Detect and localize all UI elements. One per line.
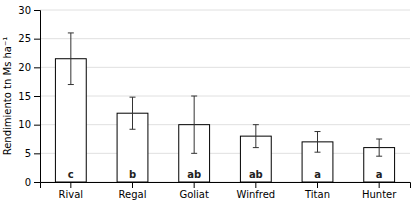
tick-mark [194, 182, 195, 188]
tick: 0 [25, 177, 40, 188]
tick-mark [34, 96, 40, 97]
tick-label: Winfred [236, 189, 275, 200]
grid-line [40, 124, 410, 125]
tick: Goliat [179, 182, 209, 200]
annotation: ab [249, 169, 263, 180]
tick-mark [34, 10, 40, 11]
tick-label: Hunter [362, 189, 397, 200]
tick: 15 [18, 91, 40, 102]
tick-label: Rival [59, 189, 84, 200]
tick: Rival [59, 182, 84, 200]
tick-mark [34, 125, 40, 126]
grid [40, 10, 410, 182]
error-bar [130, 97, 136, 129]
tick-label: 20 [18, 62, 31, 73]
tick-label: 15 [18, 91, 31, 102]
tick-label: 0 [25, 177, 31, 188]
tick: 30 [18, 5, 40, 16]
grid-line [40, 96, 410, 97]
grid-line [40, 10, 410, 11]
tick: 10 [18, 119, 40, 130]
y-axis: 0 5 10 15 20 25 30 [18, 5, 40, 188]
tick: 5 [25, 148, 40, 159]
annotation: b [129, 169, 136, 180]
x-axis: Rival Regal Goliat Winfred Titan Hunter [41, 182, 411, 200]
error-bar [191, 96, 197, 153]
annotation: a [314, 169, 321, 180]
annotation: a [376, 169, 383, 180]
tick-label: 10 [18, 119, 31, 130]
tick: Titan [304, 182, 330, 200]
annotation: ab [187, 169, 201, 180]
y-axis-title: Rendimiento tn Ms ha⁻¹ [2, 37, 13, 156]
tick-mark [317, 182, 318, 188]
tick-mark [255, 182, 256, 188]
tick-label: Titan [304, 189, 330, 200]
error-bar [376, 139, 382, 156]
grid-line [40, 67, 410, 68]
tick-mark [34, 153, 40, 154]
error-bar [253, 125, 259, 148]
tick: Winfred [236, 182, 275, 200]
annotation: c [68, 169, 74, 180]
tick: 25 [18, 33, 40, 44]
error-bar [315, 132, 321, 153]
tick-mark [379, 182, 380, 188]
tick-mark [34, 67, 40, 68]
grid-line [40, 38, 410, 39]
tick-mark [34, 182, 40, 183]
tick-mark [34, 39, 40, 40]
tick-mark [132, 182, 133, 188]
marks [55, 33, 394, 182]
tick-label: Goliat [179, 189, 209, 200]
annotations: c b ab ab a a [68, 169, 383, 180]
chart-svg: c b ab ab a a Rival Regal Goliat Winfred Titan Hunt… [0, 0, 420, 204]
tick-label: 25 [18, 33, 31, 44]
axis-line [34, 11, 41, 183]
tick: 20 [18, 62, 40, 73]
chart-container: c b ab ab a a Rival Regal Goliat Winfred Titan Hunt… [0, 0, 420, 204]
axis-line [41, 183, 411, 189]
tick-mark [70, 182, 71, 188]
grid-line [40, 153, 410, 154]
tick-label: Regal [119, 189, 147, 200]
plot: c b ab ab a a Rival Regal Goliat Winfred Titan Hunt… [18, 5, 410, 200]
tick-label: 5 [25, 148, 31, 159]
tick: Hunter [362, 182, 397, 200]
tick: Regal [119, 182, 147, 200]
tick-label: 30 [18, 5, 31, 16]
error-bar [68, 33, 74, 85]
